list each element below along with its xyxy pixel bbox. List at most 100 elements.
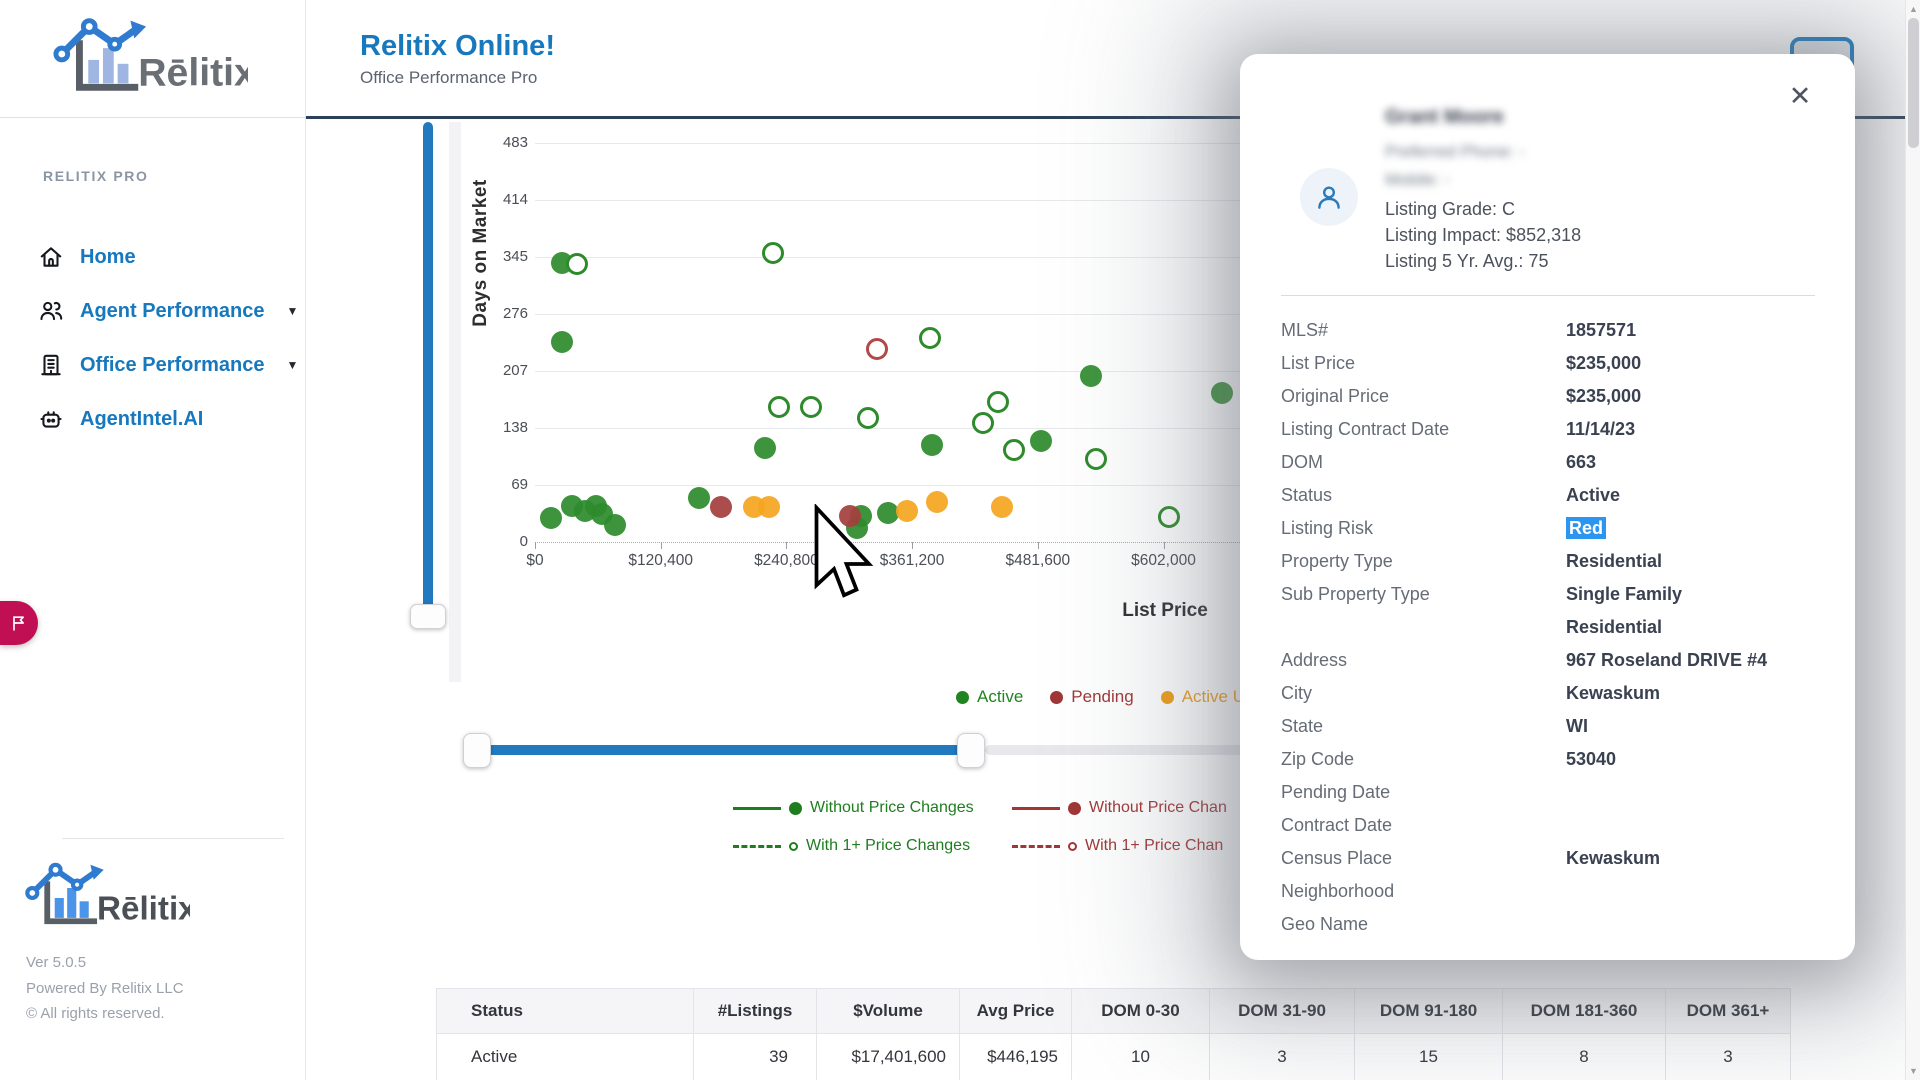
gridline (535, 428, 1250, 429)
scatter-point[interactable] (709, 496, 732, 519)
x-tick-label: $481,600 (1005, 552, 1071, 569)
close-icon[interactable]: ✕ (1788, 80, 1812, 111)
detail-value: 1857571 (1566, 320, 1637, 340)
chevron-down-icon[interactable]: ▼ (286, 304, 299, 318)
scroll-up-arrow[interactable]: ▲ (1909, 4, 1918, 14)
flag-icon (13, 616, 24, 631)
x-tick-mark (1037, 542, 1039, 549)
price-slider-handle-right[interactable] (957, 733, 985, 768)
solid-line-icon (733, 806, 781, 810)
detail-label: Listing Contract Date (1281, 419, 1450, 439)
listing-details-list: MLS# 1857571 List Price $235,000 Original Pr… (1281, 314, 1816, 941)
dom-slider-handle[interactable] (410, 604, 446, 629)
legend-dot-icon (1160, 690, 1174, 704)
legend-item[interactable]: Active U (1160, 687, 1245, 707)
table-cell: $446,195 (959, 1033, 1072, 1080)
scatter-point[interactable] (687, 487, 710, 510)
scatter-point[interactable] (753, 436, 776, 459)
gridline (535, 314, 1250, 315)
scrollbar-thumb[interactable] (1908, 18, 1919, 148)
footer-brand-logo: Rēlitix (24, 858, 197, 933)
copyright: © All rights reserved. (26, 1005, 165, 1022)
scatter-point[interactable] (1210, 382, 1233, 405)
legend-label: Pending (1071, 687, 1134, 706)
detail-row: Property Type Residential (1281, 545, 1816, 578)
page-subtitle: Office Performance Pro (360, 68, 538, 87)
person-icon (1318, 186, 1340, 209)
ring-marker-icon (789, 841, 798, 851)
price-slider-fill[interactable] (475, 745, 985, 755)
sidebar-item-agentintel[interactable]: AgentIntel.AI (38, 406, 203, 432)
table-header-row: Status #Listings $Volume Avg Price DOM 0-30 D… (436, 988, 1791, 1034)
legend-item[interactable]: Active (956, 687, 1023, 707)
change-legend-item[interactable]: Without Price Chan (1012, 799, 1227, 817)
scatter-point[interactable] (539, 507, 562, 530)
table-header-cell: DOM 181-360 (1502, 988, 1666, 1034)
x-tick-mark (912, 542, 914, 549)
footer-divider (62, 838, 284, 839)
detail-row: Contract Date (1281, 809, 1816, 842)
table-body: Active 39 $17,401,600 $446,195 10 3 15 8 3 (436, 1033, 1791, 1080)
gridline (535, 143, 1250, 144)
scatter-point[interactable] (1080, 364, 1103, 387)
scatter-point[interactable] (1030, 430, 1053, 453)
detail-value: 11/14/23 (1566, 419, 1636, 439)
sidebar-item-agent-performance[interactable]: Agent Performance ▼ (38, 298, 298, 324)
scatter-point[interactable] (876, 502, 899, 525)
agent-avatar (1300, 168, 1358, 226)
table-cell: 10 (1071, 1033, 1210, 1080)
change-legend-item[interactable]: Without Price Changes (733, 799, 974, 817)
change-legend-item[interactable]: With 1+ Price Chan (1012, 837, 1223, 855)
sidebar-item-office-performance[interactable]: Office Performance ▼ (38, 352, 298, 378)
scatter-point[interactable] (604, 513, 627, 536)
detail-row: Listing Contract Date 11/14/23 (1281, 413, 1816, 446)
scatter-point[interactable] (920, 434, 943, 457)
scatter-point[interactable] (895, 499, 918, 522)
scroll-down-arrow[interactable]: ▼ (1909, 1066, 1918, 1076)
sidebar-item-label: Home (80, 245, 136, 268)
scatter-point[interactable] (757, 496, 780, 519)
detail-value: $235,000 (1566, 386, 1642, 406)
scatter-point[interactable] (799, 396, 822, 419)
ring-marker-icon (1068, 841, 1077, 851)
feedback-flag-button[interactable] (0, 601, 38, 645)
brand-logo: Rēlitix (52, 12, 256, 101)
chevron-down-icon[interactable]: ▼ (286, 358, 299, 372)
brand-wordmark: Rēlitix (138, 51, 248, 94)
sidebar-section-label: RELITIX PRO (43, 168, 149, 184)
scatter-point[interactable] (918, 326, 941, 349)
detail-value: Kewaskum (1566, 683, 1661, 703)
scatter-point[interactable] (925, 491, 948, 514)
table-cell: Active (436, 1033, 694, 1080)
change-legend-item[interactable]: With 1+ Price Changes (733, 837, 970, 855)
price-slider-track[interactable] (985, 745, 1250, 755)
y-tick-label: 345 (502, 248, 528, 265)
scatter-point[interactable] (986, 391, 1009, 414)
legend-dot-icon (956, 690, 969, 704)
agent-listing-stats: Listing Grade: C Listing Impact: $852,31… (1385, 199, 1582, 271)
scatter-point[interactable] (565, 252, 588, 275)
scatter-point[interactable] (857, 407, 880, 430)
scatter-point[interactable] (866, 337, 889, 360)
scatter-point[interactable] (1003, 439, 1026, 462)
scatter-point[interactable] (551, 331, 574, 354)
change-legend-label: Without Price Chan (1089, 799, 1227, 816)
y-tick-label: 483 (502, 134, 528, 151)
detail-row: Listing Risk Red (1281, 512, 1816, 545)
detail-value: Kewaskum (1566, 848, 1661, 868)
legend-item[interactable]: Pending (1050, 687, 1134, 707)
scatter-point[interactable] (768, 396, 791, 419)
scatter-point[interactable] (1084, 448, 1107, 471)
home-icon (40, 247, 62, 267)
scatter-point[interactable] (990, 496, 1013, 519)
sidebar-item-home[interactable]: Home (38, 244, 136, 270)
scatter-point[interactable] (762, 241, 785, 264)
scatter-point[interactable] (971, 412, 994, 435)
page-scrollbar[interactable]: ▲ ▼ (1905, 0, 1920, 1080)
price-slider-handle-left[interactable] (463, 733, 491, 768)
dom-range-slider[interactable] (423, 122, 433, 614)
x-tick-mark (786, 542, 788, 549)
detail-row: MLS# 1857571 (1281, 314, 1816, 347)
scatter-point[interactable] (1157, 506, 1180, 529)
table-header-cell: Avg Price (959, 988, 1072, 1034)
